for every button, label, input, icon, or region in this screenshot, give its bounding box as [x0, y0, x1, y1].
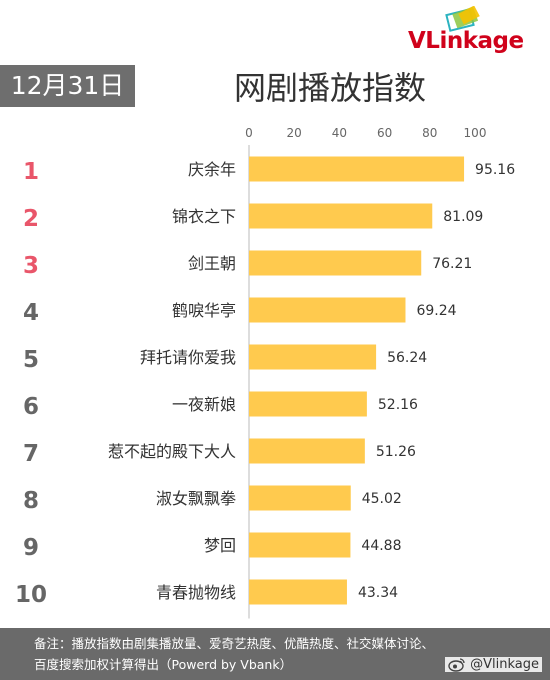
- category-label: 惹不起的殿下大人: [108, 442, 236, 461]
- value-label: 69.24: [416, 303, 456, 319]
- bar: [249, 297, 406, 323]
- value-label: 51.26: [376, 444, 416, 460]
- rank-label: 1: [23, 159, 39, 185]
- logo-mark-icon: [445, 6, 480, 32]
- value-label: 76.21: [432, 256, 472, 272]
- rank-label: 2: [23, 206, 39, 232]
- logo: VLinkage: [408, 6, 543, 56]
- bar: [249, 579, 347, 605]
- bar: [249, 391, 367, 417]
- value-label: 56.24: [387, 350, 427, 366]
- category-label: 庆余年: [188, 160, 236, 179]
- rank-label: 7: [23, 441, 39, 467]
- rank-label: 10: [15, 582, 47, 608]
- category-label: 锦衣之下: [172, 207, 236, 226]
- chart-title: 网剧播放指数: [233, 69, 426, 107]
- category-label: 鹤唳华亭: [172, 301, 236, 320]
- bar: [249, 156, 465, 182]
- value-label: 95.16: [475, 162, 515, 178]
- rank-label: 8: [23, 488, 39, 514]
- date-badge: 12月31日: [0, 65, 135, 107]
- logo-text: VLinkage: [408, 28, 524, 54]
- bar: [249, 203, 433, 229]
- category-label: 一夜新娘: [172, 395, 236, 414]
- rank-label: 4: [23, 300, 39, 326]
- x-tick-label: 100: [464, 126, 487, 140]
- x-tick-label: 60: [377, 126, 392, 140]
- bar: [249, 485, 351, 511]
- x-tick-label: 0: [245, 126, 253, 140]
- rank-label: 9: [23, 535, 39, 561]
- rank-label: 3: [23, 253, 39, 279]
- rank-label: 5: [23, 347, 39, 373]
- footer-line-2: 百度搜索加权计算得出（Powerd by Vbank）: [34, 657, 293, 672]
- bar: [249, 344, 377, 370]
- weibo-icon: [448, 658, 465, 672]
- bar: [249, 438, 365, 464]
- watermark-text: @Vlinkage: [470, 657, 539, 672]
- value-label: 44.88: [361, 538, 401, 554]
- category-label: 淑女飘飘拳: [156, 489, 236, 508]
- bar-chart: 0 20 40 60 80 100 1 庆余年 95.16 2 锦衣之下 81.09 3 剑王朝 76.21…: [15, 126, 515, 619]
- x-tick-label: 80: [422, 126, 437, 140]
- x-tick-label: 40: [332, 126, 347, 140]
- rank-label: 6: [23, 394, 39, 420]
- footer-line-1: 备注：播放指数由剧集播放量、爱奇艺热度、优酷热度、社交媒体讨论、: [34, 636, 435, 651]
- watermark: @Vlinkage: [445, 657, 542, 672]
- bar: [249, 250, 422, 276]
- value-label: 81.09: [443, 209, 483, 225]
- value-label: 43.34: [358, 585, 398, 601]
- value-label: 52.16: [378, 397, 418, 413]
- category-label: 剑王朝: [188, 254, 236, 273]
- category-label: 拜托请你爱我: [140, 348, 236, 367]
- footer-note: 备注：播放指数由剧集播放量、爱奇艺热度、优酷热度、社交媒体讨论、 百度搜索加权计…: [0, 628, 550, 680]
- category-label: 梦回: [204, 536, 236, 555]
- value-label: 45.02: [362, 491, 402, 507]
- category-label: 青春抛物线: [156, 583, 236, 602]
- bar: [249, 532, 351, 558]
- x-tick-label: 20: [287, 126, 302, 140]
